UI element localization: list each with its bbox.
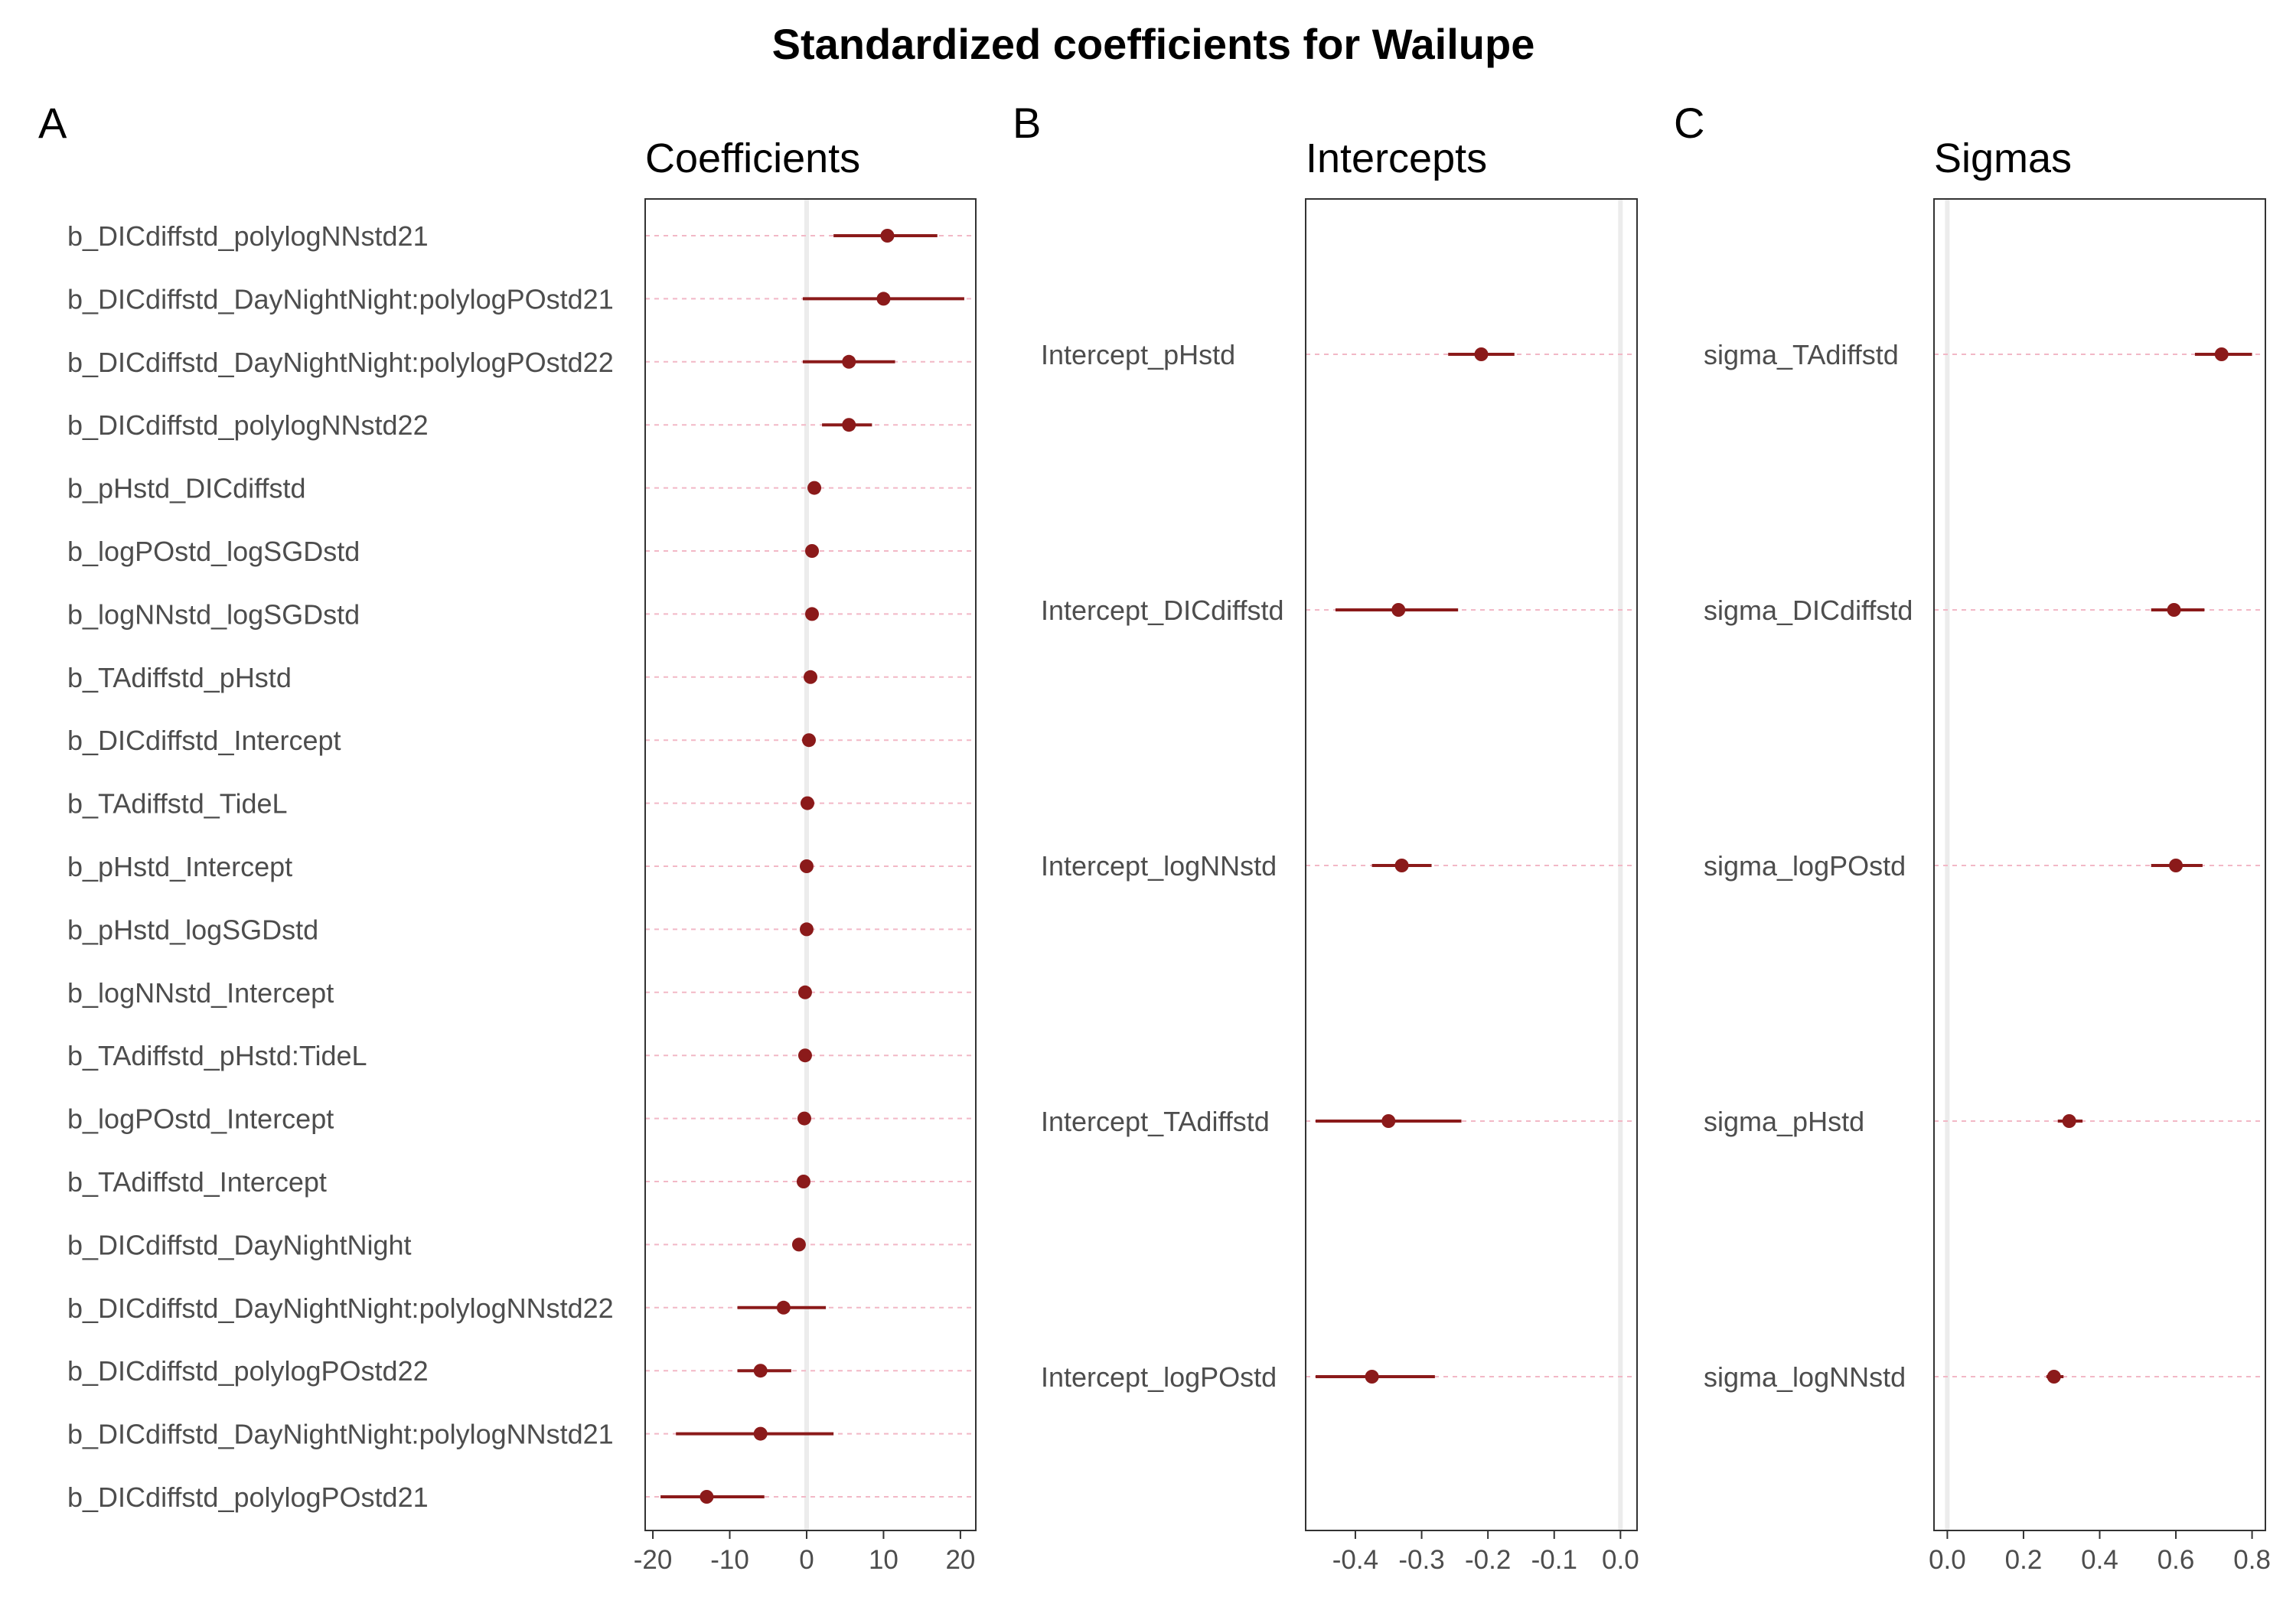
intercept-estimate-point	[1381, 1114, 1396, 1128]
coef-row-label: b_DICdiffstd_DayNightNight	[67, 1229, 412, 1260]
panel-title-coefficients: Coefficients	[645, 135, 860, 181]
intercept-row-label: Intercept_TAdiffstd	[1041, 1106, 1270, 1137]
sigma-estimate-point	[2214, 347, 2229, 361]
intercept-row-label: Intercept_logNNstd	[1041, 850, 1277, 882]
coef-estimate-point	[797, 1048, 812, 1063]
sigma-estimate-point	[2167, 603, 2181, 617]
coef-row-label: b_logNNstd_Intercept	[67, 977, 334, 1009]
sigma-row-label: sigma_logPOstd	[1704, 850, 1906, 882]
intercept-estimate-point	[1365, 1370, 1379, 1384]
panel-title-sigmas: Sigmas	[1934, 135, 2072, 181]
coef-estimate-point	[804, 670, 817, 684]
panel-letter-c: C	[1674, 99, 1704, 147]
sigma-x-tick-label: 0.2	[2005, 1545, 2043, 1575]
coef-estimate-point	[800, 796, 814, 810]
coef-estimate-point	[753, 1364, 768, 1378]
coef-row-label: b_TAdiffstd_pHstd	[67, 662, 292, 693]
coef-estimate-point	[791, 1237, 806, 1252]
sigma-row-label: sigma_logNNstd	[1704, 1361, 1906, 1393]
coef-row-label: b_DICdiffstd_polylogNNstd21	[67, 220, 429, 252]
coef-x-tick-label: -20	[634, 1545, 673, 1575]
sigmas-plot-area: sigma_TAdiffstd sigma_DICdiffstd sigma_log…	[1704, 198, 2271, 1575]
coef-estimate-point	[842, 354, 856, 369]
coef-estimate-point	[805, 607, 820, 621]
coef-row-label: b_pHstd_logSGDstd	[67, 914, 318, 945]
coef-estimate-point	[700, 1490, 714, 1504]
panel-title-intercepts: Intercepts	[1306, 135, 1487, 181]
coef-estimate-point	[880, 229, 895, 243]
sigma-row-label: sigma_TAdiffstd	[1704, 339, 1899, 370]
coef-x-tick-label: -10	[710, 1545, 749, 1575]
coef-row-label: b_DICdiffstd_DayNightNight:polylogNNstd2…	[67, 1419, 614, 1450]
coef-row-label: b_DICdiffstd_DayNightNight:polylogPOstd2…	[67, 283, 614, 315]
coef-estimate-point	[805, 544, 820, 558]
coef-x-tick-label: 10	[869, 1545, 899, 1575]
sigma-estimate-point	[2047, 1370, 2061, 1384]
sigma-x-tick-label: 0.0	[1929, 1545, 1966, 1575]
coef-row-label: b_DICdiffstd_Intercept	[67, 725, 341, 756]
coef-estimate-point	[876, 292, 891, 306]
panel-letter-b: B	[1013, 99, 1041, 147]
intercept-x-tick-label: -0.4	[1332, 1545, 1378, 1575]
intercept-row-label: Intercept_pHstd	[1041, 339, 1235, 370]
coef-panel-frame	[644, 198, 977, 1531]
coef-row-label: b_logNNstd_logSGDstd	[67, 598, 360, 630]
coef-x-tick-label: 20	[945, 1545, 975, 1575]
intercept-panel-frame	[1305, 198, 1638, 1531]
coef-estimate-point	[797, 985, 812, 999]
sigma-x-tick-label: 0.4	[2081, 1545, 2118, 1575]
sigma-x-tick-label: 0.8	[2233, 1545, 2271, 1575]
coef-row-label: b_DICdiffstd_DayNightNight:polylogNNstd2…	[67, 1292, 614, 1324]
panel-letter-a: A	[38, 99, 67, 147]
intercepts-plot-area: Intercept_pHstd Intercept_DICdiffstd Inter…	[1041, 198, 1639, 1575]
intercept-row-label: Intercept_logPOstd	[1041, 1361, 1277, 1393]
coef-row-label: b_TAdiffstd_TideL	[67, 788, 288, 820]
coef-estimate-point	[796, 1175, 810, 1188]
intercept-estimate-point	[1391, 603, 1406, 617]
coef-row-label: b_DICdiffstd_polylogPOstd22	[67, 1355, 429, 1387]
sigma-row-label: sigma_pHstd	[1704, 1106, 1864, 1137]
intercept-x-tick-label: -0.2	[1465, 1545, 1511, 1575]
panel-sigmas: C Sigmas sigma_TAdiffstd sigma_DICdiffstd…	[1674, 99, 2271, 1575]
sigma-estimate-point	[2169, 859, 2183, 872]
coef-row-label: b_TAdiffstd_Intercept	[67, 1166, 327, 1198]
intercept-estimate-point	[1474, 347, 1489, 361]
intercept-estimate-point	[1394, 859, 1409, 872]
coef-estimate-point	[799, 859, 814, 873]
coef-row-label: b_TAdiffstd_pHstd:TideL	[67, 1040, 367, 1071]
intercept-x-tick-label: 0.0	[1602, 1545, 1639, 1575]
sigma-x-tick-label: 0.6	[2157, 1545, 2195, 1575]
intercept-x-tick-label: -0.3	[1398, 1545, 1444, 1575]
intercept-row-label: Intercept_DICdiffstd	[1041, 595, 1284, 626]
coef-row-label: b_logPOstd_Intercept	[67, 1103, 334, 1135]
coef-estimate-point	[799, 922, 814, 937]
coef-row-label: b_logPOstd_logSGDstd	[67, 536, 360, 567]
coef-row-label: b_pHstd_Intercept	[67, 851, 292, 882]
coef-row-label: b_DICdiffstd_DayNightNight:polylogPOstd2…	[67, 347, 614, 378]
coef-estimate-point	[753, 1426, 768, 1441]
sigma-row-label: sigma_DICdiffstd	[1704, 595, 1913, 626]
coef-estimate-point	[776, 1300, 791, 1315]
sigma-estimate-point	[2062, 1114, 2076, 1128]
coef-x-tick-label: 0	[799, 1545, 814, 1575]
coef-estimate-point	[801, 733, 816, 748]
coef-estimate-point	[842, 418, 856, 432]
panel-coefficients: A Coefficients b_DICdiffstd_polylogNNstd…	[38, 99, 977, 1575]
coef-estimate-point	[807, 481, 822, 495]
coef-row-label: b_DICdiffstd_polylogPOstd21	[67, 1482, 429, 1513]
panel-intercepts: B Intercepts Intercept_pHstd Intercept_DI…	[1013, 99, 1639, 1575]
coef-row-label: b_pHstd_DICdiffstd	[67, 473, 306, 504]
coefficients-plot-area: b_DICdiffstd_polylogNNstd21 b_DICdiffstd_…	[67, 198, 977, 1575]
intercept-x-tick-label: -0.1	[1531, 1545, 1577, 1575]
figure-title: Standardized coefficients for Wailupe	[772, 20, 1535, 68]
coef-row-label: b_DICdiffstd_polylogNNstd22	[67, 409, 429, 441]
coef-estimate-point	[797, 1111, 811, 1126]
